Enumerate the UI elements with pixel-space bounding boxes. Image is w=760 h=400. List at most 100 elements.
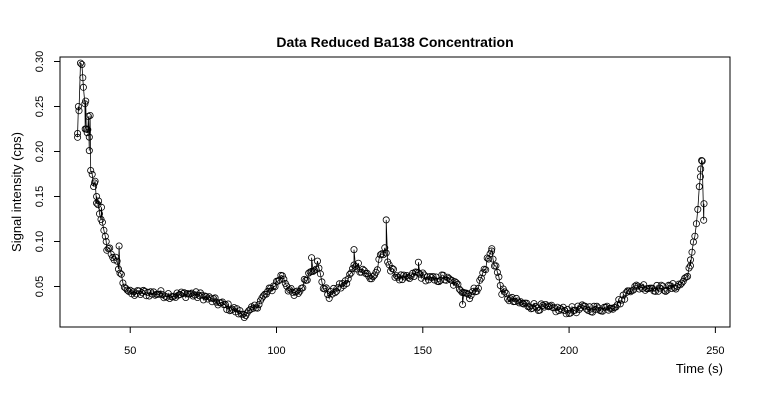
- data-point: [354, 259, 362, 267]
- data-point: [84, 126, 92, 134]
- data-point: [253, 304, 261, 312]
- data-point: [318, 278, 326, 286]
- data-point: [414, 258, 422, 266]
- data-point: [230, 304, 238, 312]
- y-tick-label: 0.20: [34, 141, 46, 162]
- data-point: [682, 273, 690, 281]
- data-point: [86, 112, 94, 120]
- data-point: [139, 286, 147, 294]
- x-tick-label: 200: [560, 345, 578, 357]
- data-point: [395, 276, 403, 284]
- data-point: [98, 218, 106, 226]
- data-point: [112, 253, 120, 261]
- data-point: [74, 129, 82, 137]
- data-point: [698, 156, 706, 164]
- data-point: [375, 255, 383, 263]
- data-point: [466, 295, 474, 303]
- data-point: [74, 103, 82, 111]
- data-point: [489, 255, 497, 263]
- data-point: [429, 272, 437, 280]
- x-tick-label: 50: [124, 345, 136, 357]
- data-point: [102, 237, 110, 245]
- data-point: [115, 265, 123, 273]
- data-point: [300, 275, 308, 283]
- x-tick-label: 100: [267, 345, 285, 357]
- data-point: [691, 232, 699, 240]
- data-point: [287, 284, 295, 292]
- data-point: [117, 270, 125, 278]
- data-point: [322, 284, 330, 292]
- data-point: [74, 133, 82, 141]
- data-point: [93, 192, 101, 200]
- data-point: [316, 270, 324, 278]
- data-point: [346, 270, 354, 278]
- data-point: [687, 262, 695, 270]
- data-point: [90, 182, 98, 190]
- y-tick-label: 0.10: [34, 231, 46, 252]
- data-point: [504, 295, 512, 303]
- data-point: [87, 166, 95, 174]
- data-series: [74, 59, 708, 321]
- data-point: [616, 300, 624, 308]
- data-point: [493, 268, 501, 276]
- data-point: [221, 300, 229, 308]
- data-point: [695, 183, 703, 191]
- data-point: [477, 274, 485, 282]
- data-point: [113, 257, 121, 265]
- data-point: [678, 279, 686, 287]
- data-point: [313, 257, 321, 265]
- data-point: [84, 112, 92, 120]
- data-point: [234, 310, 242, 318]
- data-point: [514, 297, 522, 305]
- data-point: [389, 265, 397, 273]
- data-point: [454, 280, 462, 288]
- data-point: [400, 271, 408, 279]
- data-point: [98, 203, 106, 211]
- data-point: [151, 291, 159, 299]
- x-tick-label: 150: [414, 345, 432, 357]
- data-point: [590, 302, 598, 310]
- data-point: [488, 247, 496, 255]
- data-point: [82, 97, 90, 105]
- data-point: [335, 280, 343, 288]
- data-point: [115, 242, 123, 250]
- data-point: [310, 266, 318, 274]
- data-point: [688, 248, 696, 256]
- data-point: [559, 303, 567, 311]
- data-point: [468, 288, 476, 296]
- data-point: [621, 295, 629, 303]
- data-point: [586, 303, 594, 311]
- x-axis: 50 100 150 200 250: [124, 327, 725, 357]
- data-point: [101, 232, 109, 240]
- data-point: [85, 147, 93, 155]
- y-tick-label: 0.05: [34, 276, 46, 297]
- data-point: [459, 300, 467, 308]
- y-tick-label: 0.30: [34, 51, 46, 72]
- data-point: [271, 283, 279, 291]
- data-point: [299, 284, 307, 292]
- data-point: [378, 250, 386, 258]
- data-point: [91, 177, 99, 185]
- data-point: [198, 291, 206, 299]
- data-point: [660, 286, 668, 294]
- data-point: [79, 74, 87, 82]
- data-point: [618, 296, 626, 304]
- data-point: [485, 255, 493, 263]
- x-tick-label: 250: [706, 345, 724, 357]
- data-point: [119, 279, 127, 287]
- data-point: [692, 220, 700, 228]
- data-point: [700, 200, 708, 208]
- chart-title: Data Reduced Ba138 Concentration: [276, 34, 513, 50]
- data-point: [416, 270, 424, 278]
- data-point: [280, 275, 288, 283]
- data-point: [452, 279, 460, 287]
- data-point: [294, 289, 302, 297]
- data-point: [312, 265, 320, 273]
- data-point: [696, 173, 704, 181]
- data-point: [249, 304, 257, 312]
- data-point: [414, 269, 422, 277]
- data-point: [488, 245, 496, 253]
- data-point: [694, 205, 702, 213]
- data-point: [684, 272, 692, 280]
